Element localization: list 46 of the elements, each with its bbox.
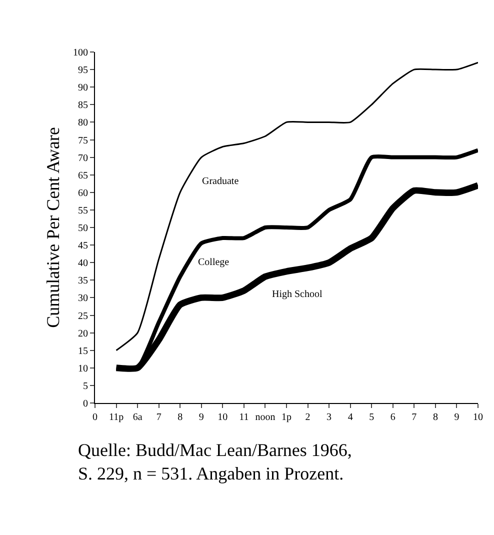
y-tick-label: 90: [78, 82, 88, 94]
x-tick-label: 6: [390, 412, 396, 423]
series-label: High School: [272, 289, 322, 300]
x-tick-label: 8: [178, 412, 183, 423]
y-tick-label: 85: [78, 100, 88, 112]
series-label: Graduate: [202, 176, 240, 187]
y-tick-label: 65: [78, 170, 88, 182]
y-tick-label: 40: [78, 258, 88, 270]
x-tick-label: 2: [305, 412, 310, 423]
x-tick-label: 1p: [282, 412, 292, 423]
x-tick-label: 11p: [108, 412, 124, 423]
x-tick-label: 10: [473, 412, 483, 423]
y-tick-label: 75: [78, 135, 88, 146]
y-tick-label: 50: [78, 223, 88, 234]
y-tick-label: 100: [73, 48, 88, 58]
series-label: College: [198, 257, 230, 268]
x-tick-label: 7: [156, 412, 162, 423]
line-series: [116, 62, 478, 352]
x-tick-label: 0: [92, 412, 98, 423]
x-tick-label: 8: [432, 412, 438, 423]
y-tick-label: 15: [78, 346, 88, 357]
y-tick-label: 55: [78, 205, 88, 216]
x-tick-label: 3: [326, 412, 332, 423]
y-tick-label: 35: [78, 276, 88, 287]
x-tick-label: 4: [348, 412, 353, 423]
x-tick-label: noon: [255, 412, 276, 423]
source-note: Quelle: Budd/Mac Lean/Barnes 1966, S. 229, n = 531. Angaben in Prozent.: [78, 440, 352, 484]
y-tick-label: 10: [78, 363, 88, 374]
y-tick-label: 95: [78, 65, 88, 76]
x-tick-label: 7: [412, 412, 417, 423]
x-tick-label: 9: [198, 412, 204, 423]
y-tick-label: 80: [78, 118, 88, 129]
y-tick-label: 25: [78, 310, 88, 322]
y-tick-label: 70: [78, 152, 88, 164]
x-tick-label: 6a: [132, 412, 143, 423]
y-tick-label: 45: [78, 240, 88, 252]
x-tick-label: 5: [369, 412, 374, 423]
x-tick-label: 11: [239, 412, 249, 423]
y-tick-label: 5: [83, 380, 88, 392]
y-tick-label: 30: [78, 293, 88, 304]
y-tick-label: 20: [78, 328, 88, 340]
y-axis-title: Cumulative Per Cent Aware: [43, 127, 64, 328]
y-tick-label: 0: [83, 398, 88, 410]
x-tick-label: 9: [454, 412, 460, 423]
x-tick-label: 10: [218, 412, 228, 423]
y-tick-label: 60: [78, 188, 88, 199]
